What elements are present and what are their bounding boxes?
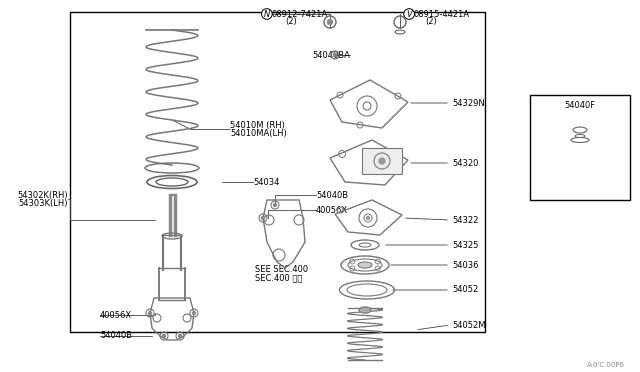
Bar: [530, 95, 630, 200]
Circle shape: [163, 334, 166, 337]
Circle shape: [148, 311, 152, 314]
Text: 54040BA: 54040BA: [312, 51, 350, 60]
Text: 54052: 54052: [452, 285, 478, 295]
Circle shape: [328, 19, 333, 25]
Text: 54052M: 54052M: [452, 321, 486, 330]
Circle shape: [193, 311, 195, 314]
Text: (2): (2): [285, 16, 297, 26]
Circle shape: [179, 334, 182, 337]
Text: 54010M (RH): 54010M (RH): [230, 121, 285, 129]
Text: 54040B: 54040B: [100, 331, 132, 340]
Text: N: N: [264, 10, 270, 19]
Text: 08912-7421A: 08912-7421A: [272, 10, 328, 19]
Text: 54040B: 54040B: [316, 190, 348, 199]
Text: (2): (2): [425, 16, 436, 26]
Text: 54034: 54034: [253, 177, 280, 186]
Ellipse shape: [358, 262, 372, 268]
Text: 54036: 54036: [452, 260, 479, 269]
Text: SEC.400 参照: SEC.400 参照: [255, 273, 302, 282]
Text: 54040F: 54040F: [564, 100, 596, 109]
Text: 40056X: 40056X: [316, 205, 348, 215]
Circle shape: [379, 158, 385, 164]
Text: 54303K(LH): 54303K(LH): [19, 199, 68, 208]
Text: 40056X: 40056X: [100, 311, 132, 320]
Text: 54302K(RH): 54302K(RH): [17, 190, 68, 199]
Text: 54325: 54325: [452, 241, 478, 250]
Circle shape: [273, 203, 276, 206]
Circle shape: [262, 217, 264, 219]
Text: 54329N: 54329N: [452, 99, 484, 108]
Text: 08915-4421A: 08915-4421A: [414, 10, 470, 19]
Bar: [70, 12, 485, 332]
Text: 54010MA(LH): 54010MA(LH): [230, 128, 287, 138]
Text: V: V: [406, 10, 412, 19]
Ellipse shape: [359, 307, 371, 313]
Text: SEE SEC.400: SEE SEC.400: [255, 266, 308, 275]
Circle shape: [367, 217, 369, 219]
Text: 54320: 54320: [452, 158, 478, 167]
Text: A·0'C.00P6: A·0'C.00P6: [587, 362, 625, 368]
Bar: [362, 148, 402, 174]
Text: 54322: 54322: [452, 215, 478, 224]
Circle shape: [333, 54, 337, 57]
